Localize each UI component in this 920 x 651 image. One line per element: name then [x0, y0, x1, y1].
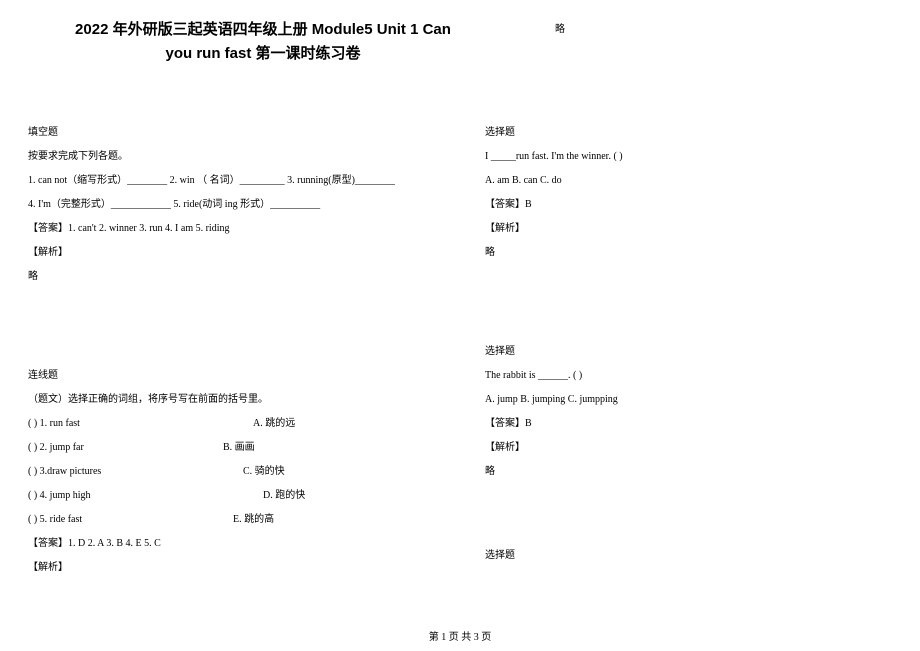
match-row-2: ( ) 2. jump farB. 画画: [28, 436, 435, 460]
right-column: 选择题 I _____run fast. I'm the winner. ( )…: [485, 121, 892, 580]
choice2-answer: 【答案】B: [485, 412, 892, 436]
match-4a: ( ) 4. jump high: [28, 484, 263, 508]
match-4b: D. 跑的快: [263, 490, 305, 501]
match-explain-label: 【解析】: [28, 556, 435, 580]
columns: 填空题 按要求完成下列各题。 1. can not（缩写形式）________ …: [28, 121, 892, 580]
match-2a: ( ) 2. jump far: [28, 436, 223, 460]
fill-answer: 【答案】1. can't 2. winner 3. run 4. I am 5.…: [28, 217, 435, 241]
match-5a: ( ) 5. ride fast: [28, 508, 233, 532]
fill-explain-label: 【解析】: [28, 241, 435, 265]
left-column: 填空题 按要求完成下列各题。 1. can not（缩写形式）________ …: [28, 121, 435, 580]
fill-line-2: 4. I'm（完整形式）____________ 5. ride(动词 ing …: [28, 193, 435, 217]
match-5b: E. 跳的高: [233, 514, 274, 525]
section-title-choice-3: 选择题: [485, 544, 892, 568]
top-lue: 略: [555, 20, 565, 35]
page-footer: 第 1 页 共 3 页: [0, 628, 920, 643]
choice1-explain-lue: 略: [485, 241, 892, 265]
choice1-explain-label: 【解析】: [485, 217, 892, 241]
section-title-choice-1: 选择题: [485, 121, 892, 145]
match-row-1: ( ) 1. run fastA. 跳的远: [28, 412, 435, 436]
section-title-choice-2: 选择题: [485, 340, 892, 364]
fill-explain-lue: 略: [28, 265, 435, 289]
spacer: [28, 289, 435, 364]
match-row-4: ( ) 4. jump highD. 跑的快: [28, 484, 435, 508]
choice2-explain-lue: 略: [485, 460, 892, 484]
match-row-5: ( ) 5. ride fastE. 跳的高: [28, 508, 435, 532]
choice1-answer: 【答案】B: [485, 193, 892, 217]
match-2b: B. 画画: [223, 442, 255, 453]
page: 略 2022 年外研版三起英语四年级上册 Module5 Unit 1 Can …: [0, 0, 920, 651]
section-title-fill: 填空题: [28, 121, 435, 145]
match-3b: C. 骑的快: [243, 466, 285, 477]
choice1-options: A. am B. can C. do: [485, 169, 892, 193]
match-instruction: （题文）选择正确的词组，将序号写在前面的括号里。: [28, 388, 435, 412]
match-1b: A. 跳的远: [253, 418, 295, 429]
title-line-2: you run fast 第一课时练习卷: [28, 42, 498, 66]
match-3a: ( ) 3.draw pictures: [28, 460, 243, 484]
spacer: [485, 265, 892, 340]
match-1a: ( ) 1. run fast: [28, 412, 253, 436]
title-line-1: 2022 年外研版三起英语四年级上册 Module5 Unit 1 Can: [75, 21, 451, 38]
fill-line-1: 1. can not（缩写形式）________ 2. win （ 名词）___…: [28, 169, 435, 193]
match-row-3: ( ) 3.draw picturesC. 骑的快: [28, 460, 435, 484]
section-title-match: 连线题: [28, 364, 435, 388]
match-answer: 【答案】1. D 2. A 3. B 4. E 5. C: [28, 532, 435, 556]
choice2-options: A. jump B. jumping C. jumpping: [485, 388, 892, 412]
choice2-explain-label: 【解析】: [485, 436, 892, 460]
spacer: [485, 484, 892, 544]
fill-instruction: 按要求完成下列各题。: [28, 145, 435, 169]
document-title: 2022 年外研版三起英语四年级上册 Module5 Unit 1 Can yo…: [28, 18, 498, 66]
choice1-question: I _____run fast. I'm the winner. ( ): [485, 145, 892, 169]
choice2-question: The rabbit is ______. ( ): [485, 364, 892, 388]
